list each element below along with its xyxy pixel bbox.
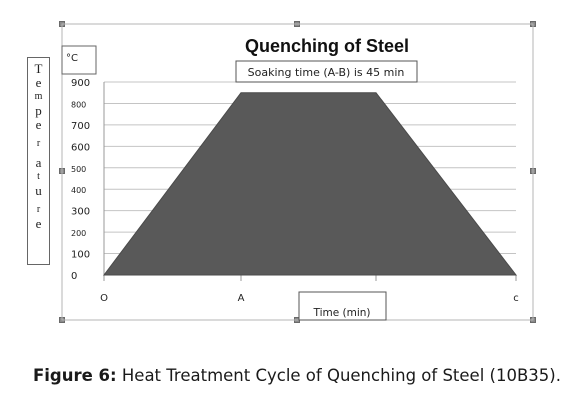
- soaking-annotation: Soaking time (A-B) is 45 min: [248, 66, 405, 79]
- y-axis-title-letter: e: [35, 75, 42, 90]
- y-axis-title-letter: e: [35, 216, 42, 231]
- unit-label: °C: [66, 53, 78, 64]
- figure-caption: Figure 6: Heat Treatment Cycle of Quench…: [33, 366, 561, 385]
- annotation-box: [235, 60, 418, 83]
- y-tick-label-0: 0: [71, 271, 77, 282]
- y-axis-title-letter: r: [36, 138, 41, 149]
- y-tick-label-900: 900: [71, 78, 90, 89]
- y-tick-label-100: 100: [71, 250, 90, 261]
- xlabel-box: [298, 291, 387, 321]
- y-axis-title-letter: u: [35, 183, 42, 198]
- y-axis-title-letter: t: [37, 171, 40, 182]
- chart-title: Quenching of Steel: [245, 36, 409, 56]
- y-tick-label-600: 600: [71, 142, 90, 153]
- x-tick-label-A: A: [238, 293, 245, 304]
- y-tick-label-500: 500: [71, 165, 86, 174]
- y-tick-label-300: 300: [71, 207, 90, 218]
- y-tick-label-200: 200: [71, 229, 86, 238]
- temperature-area: [102, 92, 518, 276]
- x-axis-title: Time (min): [312, 307, 370, 319]
- y-axis-title-letter: m: [34, 91, 43, 102]
- unit-box: [61, 45, 97, 75]
- y-tick-label-800: 800: [71, 100, 86, 109]
- y-axis-title-letter: T: [34, 61, 43, 76]
- y-axis-title-letter: a: [35, 155, 42, 170]
- y-tick-label-700: 700: [71, 121, 90, 132]
- y-tick-labels: 0 100 200 300 400 500 600 700 800 900: [71, 78, 90, 282]
- caption-label: Figure 6:: [33, 366, 117, 385]
- y-axis-title-letter: r: [36, 204, 41, 215]
- y-axis-title-letter: p: [35, 103, 42, 118]
- y-tick-label-400: 400: [71, 186, 86, 195]
- x-tick-label-O: O: [100, 293, 108, 304]
- x-tick-label-c: c: [513, 293, 519, 304]
- x-tick-marks: [103, 275, 517, 281]
- y-axis-title-letter: e: [35, 117, 42, 132]
- caption-text: Heat Treatment Cycle of Quenching of Ste…: [116, 366, 561, 385]
- chart-frame: [61, 23, 534, 321]
